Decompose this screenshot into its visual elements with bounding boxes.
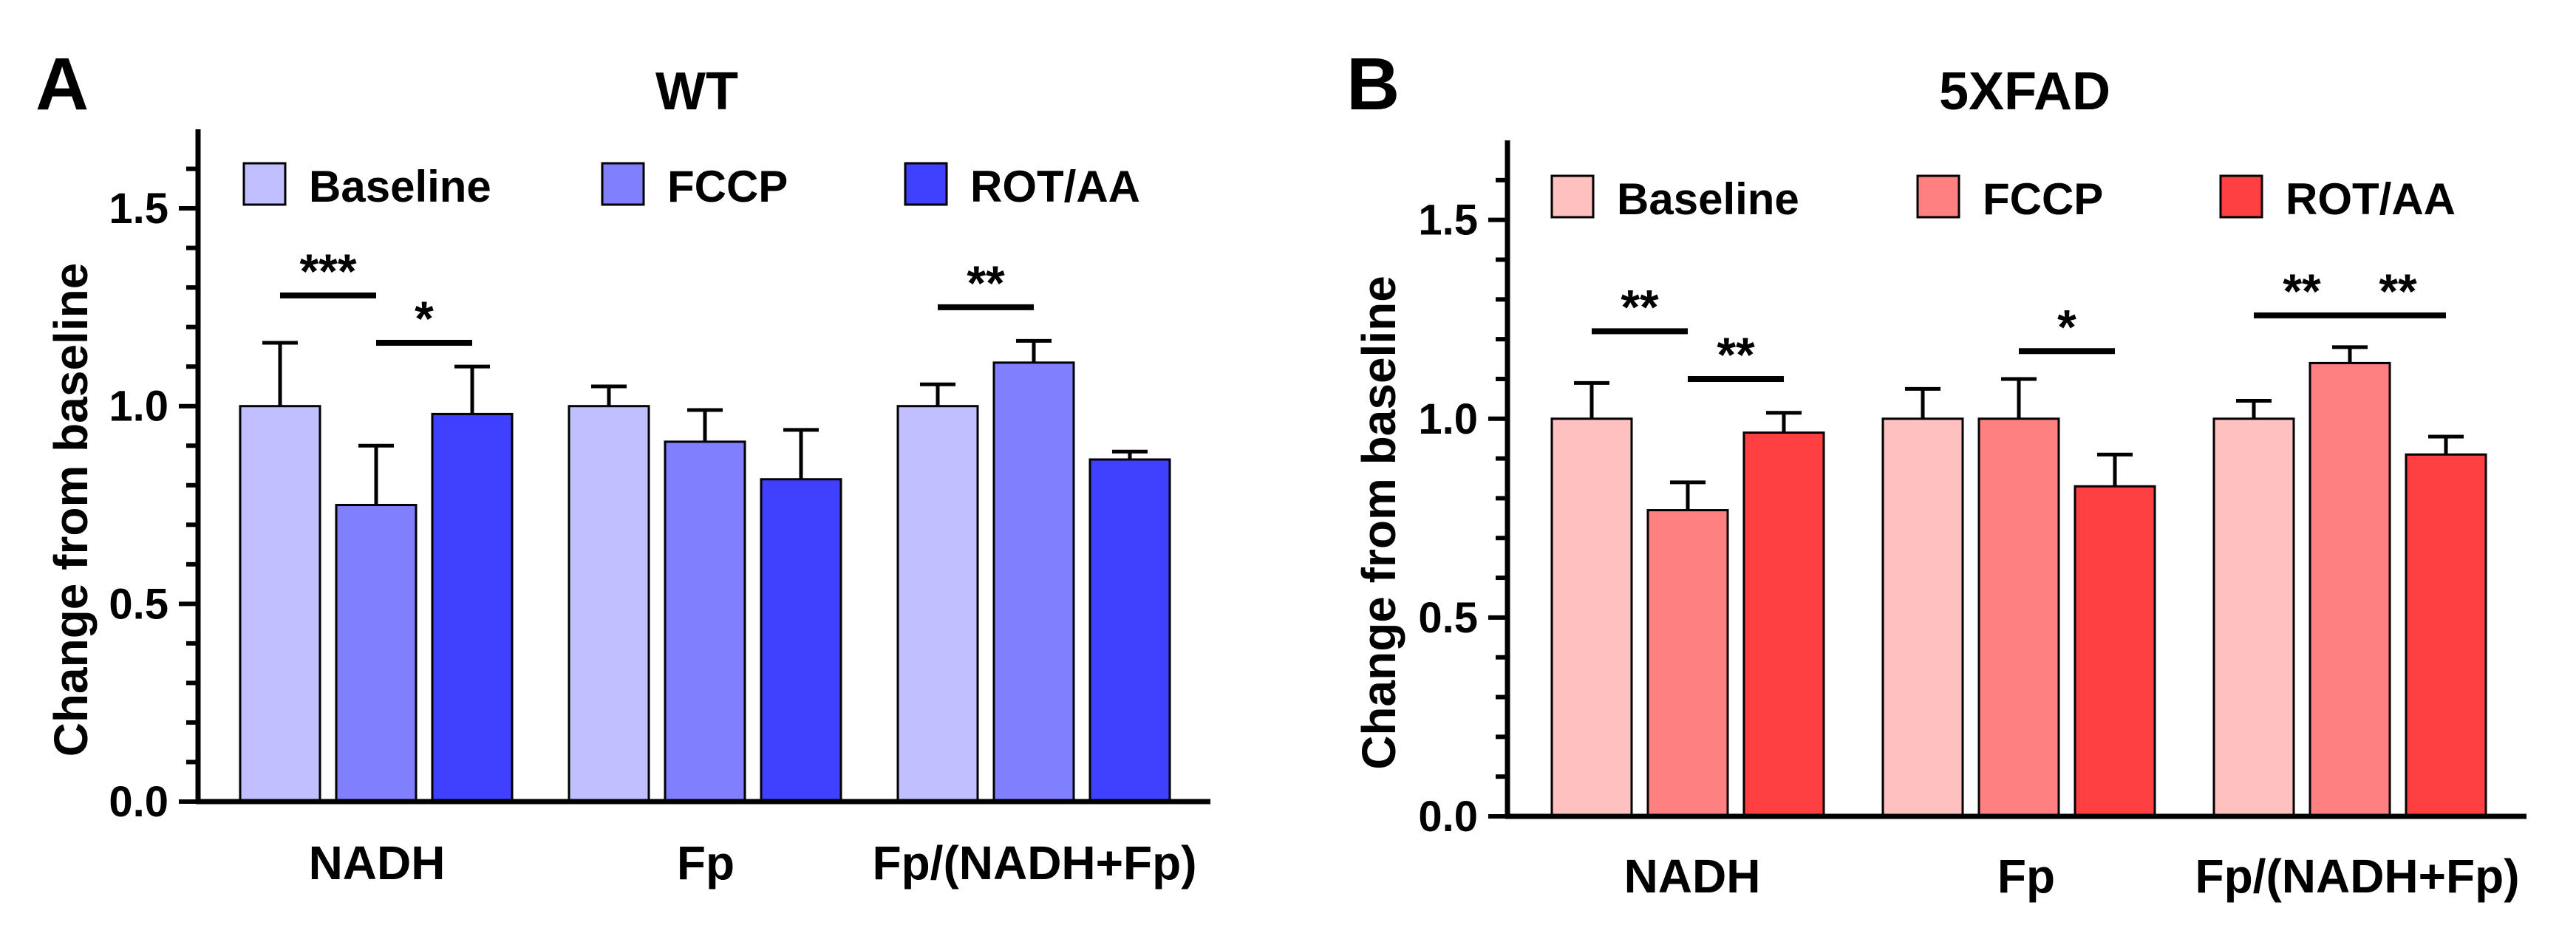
bar-fp-nadh-fp--rot-aa <box>1088 458 1171 803</box>
significance-label: ** <box>1717 327 1755 382</box>
significance-label: ** <box>2379 264 2417 318</box>
chart-title: 5XFAD <box>1939 62 2110 121</box>
bar-fp-baseline <box>1881 417 1964 818</box>
significance-label: ** <box>2283 264 2321 318</box>
y-tick-label: 0.5 <box>1418 594 1478 642</box>
legend-label: Baseline <box>309 162 491 211</box>
y-tick-label: 1.5 <box>109 185 168 233</box>
x-category-label: NADH <box>309 836 446 890</box>
legend-label: ROT/AA <box>2286 174 2456 224</box>
panel-label: B <box>1346 43 1400 126</box>
significance-label: ** <box>1621 279 1659 334</box>
chart-title: WT <box>655 62 738 121</box>
legend-label: FCCP <box>1983 174 2103 224</box>
bar-nadh-baseline <box>1550 417 1633 818</box>
legend-swatch-rot-aa <box>904 162 948 206</box>
significance-label: ** <box>967 256 1005 310</box>
bar-fp-nadh-fp--baseline <box>896 405 979 803</box>
legend-swatch-rot-aa <box>2219 174 2263 219</box>
x-category-label: Fp <box>677 836 735 890</box>
x-category-label: Fp/(NADH+Fp) <box>2195 850 2519 903</box>
legend-swatch-baseline <box>1550 174 1595 219</box>
bar-fp-nadh-fp--fccp <box>992 361 1075 803</box>
legend-label: ROT/AA <box>970 162 1140 211</box>
x-category-label: NADH <box>1624 850 1761 903</box>
bar-fp-baseline <box>568 405 650 803</box>
bar-fp-fccp <box>1977 417 2060 818</box>
bar-nadh-baseline <box>239 405 321 803</box>
significance-label: * <box>415 291 434 346</box>
bar-fp-rot-aa <box>760 478 842 803</box>
bar-nadh-fccp <box>1646 509 1729 818</box>
chart-panel-b: B 5XFAD Change from baseline 0.0 0.5 1.0 1.5 Ba… <box>1346 43 2526 903</box>
y-tick-label: 0.5 <box>109 580 168 628</box>
y-tick-label: 0.0 <box>1418 793 1478 841</box>
y-axis-label: Change from baseline <box>44 263 98 757</box>
x-category-label: Fp/(NADH+Fp) <box>872 836 1196 890</box>
legend-swatch-fccp <box>601 162 645 206</box>
bar-nadh-fccp <box>335 504 418 803</box>
bar-nadh-rot-aa <box>431 412 514 803</box>
bar-fp-rot-aa <box>2074 485 2156 818</box>
x-category-label: Fp <box>1997 850 2055 903</box>
bar-nadh-rot-aa <box>1742 431 1825 818</box>
bar-fp-nadh-fp--baseline <box>2212 417 2295 818</box>
legend-swatch-fccp <box>1916 174 1960 219</box>
bar-fp-nadh-fp--rot-aa <box>2405 453 2487 818</box>
significance-label: * <box>2057 299 2076 354</box>
y-tick-label: 0.0 <box>109 778 168 826</box>
bar-fp-nadh-fp--fccp <box>2308 361 2391 818</box>
y-tick-label: 1.5 <box>1418 197 1478 245</box>
legend-label: Baseline <box>1617 174 1799 224</box>
legend-swatch-baseline <box>242 162 287 206</box>
y-tick-label: 1.0 <box>1418 395 1478 443</box>
panel-label: A <box>35 43 89 126</box>
y-tick-label: 1.0 <box>109 383 168 431</box>
y-axis-label: Change from baseline <box>1352 276 1405 770</box>
bar-fp-fccp <box>664 440 746 803</box>
legend-label: FCCP <box>667 162 788 211</box>
significance-label: *** <box>299 244 356 298</box>
